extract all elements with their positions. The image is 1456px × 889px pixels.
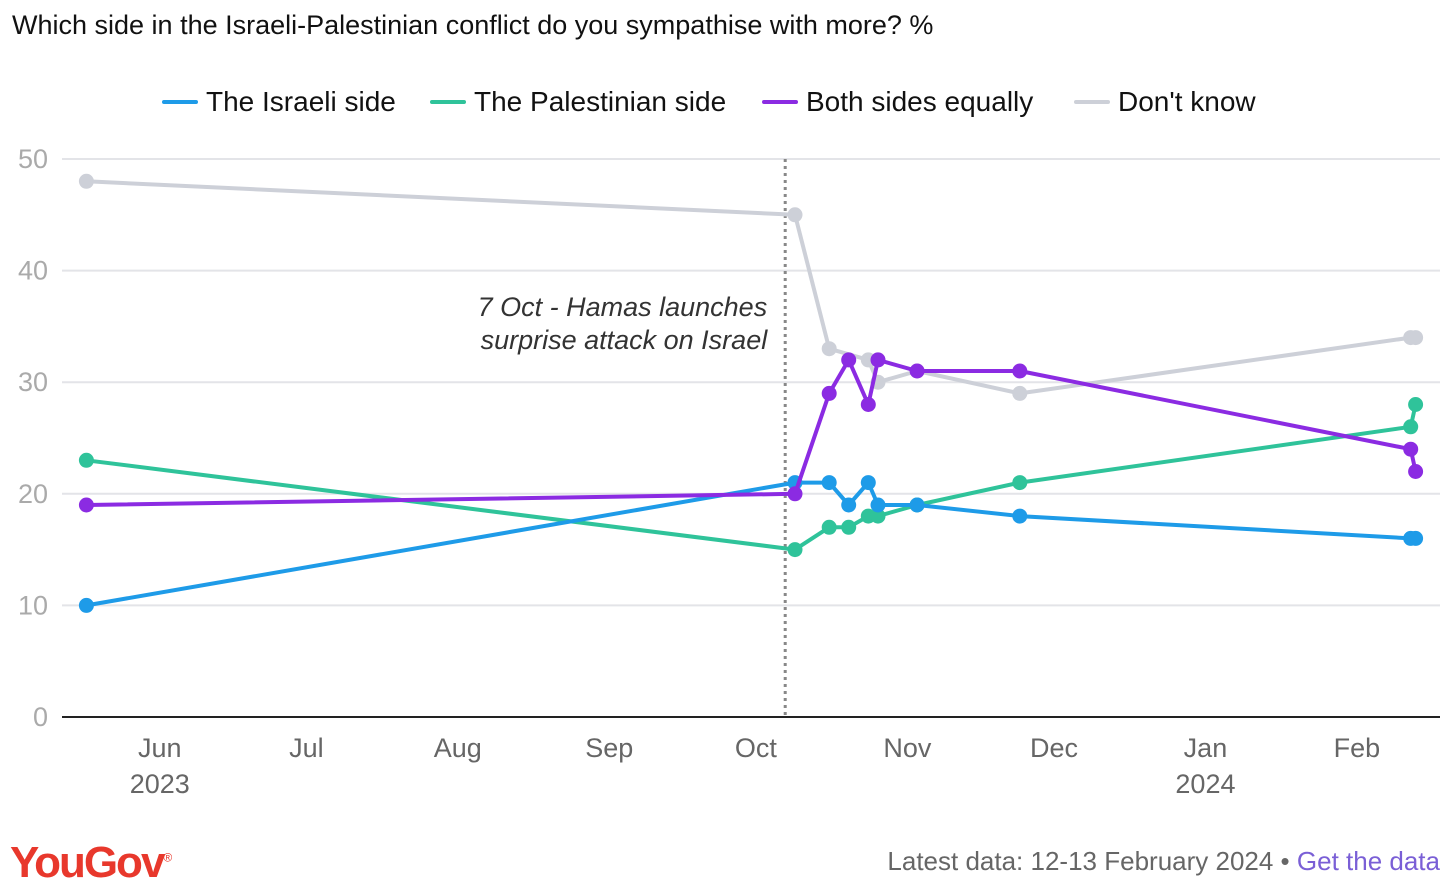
latest-data-text: Latest data: 12-13 February 2024 • bbox=[887, 846, 1297, 876]
data-point-israeli-5 bbox=[870, 497, 886, 513]
data-point-both-9 bbox=[1408, 464, 1424, 479]
legend-label-israeli: The Israeli side bbox=[206, 86, 396, 117]
data-point-both-2 bbox=[821, 385, 837, 401]
y-tick-label-20: 20 bbox=[18, 479, 48, 509]
series-line-israeli bbox=[84, 480, 1418, 608]
legend-item-israeli: The Israeli side bbox=[162, 82, 396, 122]
data-point-israeli-9 bbox=[1408, 530, 1424, 546]
annotation-text-line-2: surprise attack on Israel bbox=[481, 325, 769, 355]
series-line-dontknow bbox=[84, 179, 1418, 396]
data-point-both-1 bbox=[787, 486, 803, 502]
x-tick-label-jan: Jan bbox=[1184, 733, 1228, 763]
legend-swatch-israeli bbox=[162, 100, 198, 104]
grid-layer bbox=[62, 158, 1440, 607]
series-layer bbox=[78, 173, 1424, 613]
data-point-both-8 bbox=[1403, 441, 1419, 457]
y-tick-label-0: 0 bbox=[33, 702, 48, 732]
legend-item-both: Both sides equally bbox=[762, 82, 1033, 122]
data-point-both-5 bbox=[870, 352, 886, 368]
data-point-both-6 bbox=[909, 363, 925, 379]
data-point-palestinian-1 bbox=[787, 542, 803, 558]
data-point-palestinian-3 bbox=[841, 519, 857, 535]
y-tick-label-50: 50 bbox=[18, 144, 48, 174]
legend-label-dontknow: Don't know bbox=[1118, 86, 1256, 117]
legend-label-palestinian: The Palestinian side bbox=[474, 86, 727, 117]
data-point-israeli-6 bbox=[909, 497, 925, 513]
x-tick-label-jul: Jul bbox=[289, 733, 324, 763]
data-point-dontknow-6 bbox=[1012, 385, 1028, 401]
legend-swatch-both bbox=[762, 100, 798, 104]
data-point-palestinian-0 bbox=[78, 452, 94, 468]
footer-note: Latest data: 12-13 February 2024 • Get t… bbox=[887, 846, 1440, 877]
series-dontknow bbox=[78, 173, 1424, 401]
y-tick-label-10: 10 bbox=[18, 590, 48, 620]
data-point-israeli-4 bbox=[860, 475, 876, 491]
x-tick-label-sep: Sep bbox=[585, 733, 633, 763]
get-the-data-link[interactable]: Get the data bbox=[1296, 846, 1440, 876]
x-tick-label-jun: Jun bbox=[138, 733, 182, 763]
data-point-both-0 bbox=[78, 497, 94, 513]
chart-title: Which side in the Israeli-Palestinian co… bbox=[12, 10, 934, 40]
yougov-logo: YouGov® bbox=[10, 838, 173, 887]
data-point-both-7 bbox=[1012, 363, 1028, 379]
legend-swatch-dontknow bbox=[1074, 100, 1110, 104]
annotation-text-line-1: 7 Oct - Hamas launches bbox=[478, 292, 768, 322]
series-both bbox=[78, 352, 1424, 513]
data-point-israeli-7 bbox=[1012, 508, 1028, 524]
legend-swatch-palestinian bbox=[430, 100, 466, 104]
series-palestinian bbox=[78, 397, 1424, 558]
data-point-palestinian-5 bbox=[870, 508, 886, 524]
data-point-israeli-0 bbox=[78, 597, 94, 613]
x-tick-year-2023: 2023 bbox=[130, 769, 190, 799]
x-tick-label-nov: Nov bbox=[883, 733, 932, 763]
data-point-dontknow-2 bbox=[821, 341, 837, 357]
data-point-palestinian-8 bbox=[1403, 419, 1419, 435]
data-point-both-3 bbox=[841, 352, 857, 368]
legend-item-palestinian: The Palestinian side bbox=[430, 82, 726, 122]
legend-label-both: Both sides equally bbox=[806, 86, 1034, 117]
axis-layer: 0 10 20 30 40 50 Jun 2023 Jul Aug Sep Oct Nov Dec Jan 2… bbox=[18, 144, 1440, 799]
y-tick-label-40: 40 bbox=[18, 256, 48, 286]
data-point-palestinian-9 bbox=[1408, 397, 1424, 412]
x-tick-label-oct: Oct bbox=[735, 733, 778, 763]
data-point-dontknow-8 bbox=[1408, 330, 1424, 346]
legend-item-dontknow: Don't know bbox=[1074, 82, 1256, 122]
x-tick-year-2024: 2024 bbox=[1175, 769, 1235, 799]
data-point-dontknow-1 bbox=[787, 207, 803, 223]
x-tick-label-aug: Aug bbox=[434, 733, 482, 763]
data-point-israeli-3 bbox=[841, 497, 857, 513]
x-tick-label-dec: Dec bbox=[1030, 733, 1078, 763]
chart-legend: The Israeli side The Palestinian side Bo… bbox=[0, 82, 1456, 122]
x-tick-label-feb: Feb bbox=[1334, 733, 1381, 763]
data-point-palestinian-7 bbox=[1012, 475, 1028, 491]
data-point-dontknow-0 bbox=[78, 173, 94, 189]
series-line-both bbox=[84, 357, 1418, 507]
data-point-both-4 bbox=[860, 397, 876, 412]
data-point-palestinian-2 bbox=[821, 519, 837, 535]
data-point-israeli-2 bbox=[821, 475, 837, 491]
y-tick-label-30: 30 bbox=[18, 367, 48, 397]
